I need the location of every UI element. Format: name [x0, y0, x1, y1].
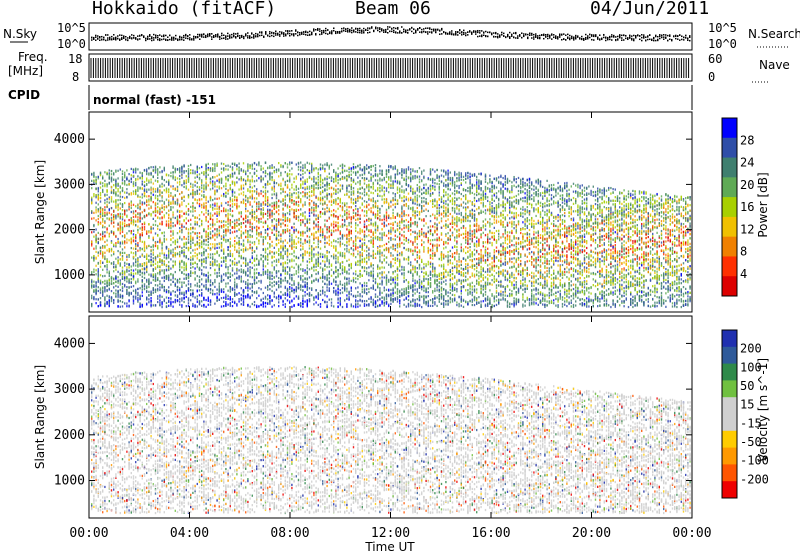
- freq-bars: [90, 58, 690, 78]
- x-axis-label: Time UT: [364, 540, 415, 554]
- colorbar-segment: [722, 276, 737, 297]
- colorbar-segment: [722, 256, 737, 277]
- colorbar-tick-label: -50: [740, 435, 762, 449]
- nsky-dots: [91, 26, 691, 42]
- power-ylabel: Slant Range [km]: [33, 160, 47, 264]
- colorbar-tick-label: 20: [740, 178, 754, 192]
- colorbar-tick-label: 15: [740, 398, 754, 412]
- y-tick-label: 1000: [54, 474, 85, 489]
- velocity-yticks: 1000 2000 3000 4000: [54, 336, 692, 489]
- colorbar-segment: [722, 330, 737, 348]
- y-tick-label: 2000: [54, 223, 85, 238]
- freq-tick-top: 18: [68, 52, 82, 66]
- cpid-value: normal (fast) -151: [93, 93, 216, 107]
- colorbar-segment: [722, 414, 737, 432]
- colorbar-segment: [722, 236, 737, 257]
- y-tick-label: 2000: [54, 428, 85, 443]
- nsearch-tick-top: 10^5: [708, 21, 737, 35]
- nave-tick-top: 60: [708, 52, 722, 66]
- colorbar-segment: [722, 177, 737, 198]
- nave-tick-bottom: 0: [708, 70, 715, 84]
- colorbar-tick-label: 12: [740, 222, 754, 236]
- power-colorbar: 28 24 20 16 12 8 4: [721, 117, 754, 297]
- colorbar-segment: [722, 216, 737, 238]
- freq-panel: [88, 53, 693, 82]
- colorbar-tick-label: 28: [740, 133, 754, 147]
- y-tick-label: 4000: [54, 132, 85, 147]
- power-yticks: 1000 2000 3000 4000: [54, 132, 692, 283]
- freq-tick-bottom: 8: [72, 70, 79, 84]
- nsky-tick-bottom: 10^0: [57, 37, 86, 51]
- colorbar-tick-label: 200: [740, 342, 762, 356]
- x-tick-label: 20:00: [572, 526, 611, 541]
- colorbar-tick-label: 16: [740, 200, 754, 214]
- colorbar-segment: [722, 157, 737, 178]
- power-colorbar-label: Power [dB]: [756, 172, 770, 237]
- x-tick-label: 00:00: [672, 526, 711, 541]
- colorbar-segment: [722, 464, 737, 482]
- y-tick-label: 4000: [54, 336, 85, 351]
- colorbar-segment: [722, 118, 737, 139]
- date-title: 04/Jun/2011: [590, 0, 709, 19]
- nsky-label: N.Sky: [3, 27, 37, 41]
- y-tick-label: 1000: [54, 268, 85, 283]
- x-axis: 00:00 04:00 08:00 12:00 16:00 20:00 00:00: [69, 112, 712, 541]
- colorbar-segment: [722, 137, 737, 159]
- colorbar-segment: [722, 346, 737, 365]
- x-tick-label: 08:00: [270, 526, 309, 541]
- colorbar-segment: [722, 430, 737, 449]
- colorbar-tick-label: -15: [740, 416, 762, 430]
- x-tick-label: 16:00: [471, 526, 510, 541]
- colorbar-frame: [721, 329, 738, 499]
- colorbar-segment: [722, 380, 737, 398]
- colorbar-tick-label: -100: [740, 454, 769, 468]
- nsearch-tick-bottom: 10^0: [708, 37, 737, 51]
- velocity-colorbar-label: Velocity [m s^-1]: [756, 358, 770, 462]
- nsearch-label: N.Search: [748, 27, 800, 41]
- colorbar-tick-label: 4: [740, 267, 747, 281]
- colorbar-tick-label: 50: [740, 379, 754, 393]
- beam-title: Beam 06: [355, 0, 431, 19]
- x-tick-label: 12:00: [371, 526, 410, 541]
- scatter-layer: [91, 161, 691, 515]
- colorbar-segment: [722, 197, 737, 218]
- colorbar-segment: [722, 397, 737, 415]
- nsky-panel: [88, 22, 693, 51]
- colorbar-tick-label: 24: [740, 156, 754, 170]
- nsky-tick-top: 10^5: [57, 21, 86, 35]
- freq-unit: [MHz]: [8, 64, 43, 78]
- nave-label: Nave: [759, 58, 790, 72]
- velocity-ylabel: Slant Range [km]: [33, 365, 47, 469]
- x-tick-label: 00:00: [69, 526, 108, 541]
- colorbar-tick-label: 8: [740, 245, 747, 259]
- station-title: Hokkaido (fitACF): [92, 0, 276, 19]
- y-tick-label: 3000: [54, 177, 85, 192]
- velocity-colorbar: 200 100 50 15 -15 -50 -100 -200: [721, 329, 769, 499]
- colorbar-segment: [722, 447, 737, 465]
- colorbar-segment: [722, 481, 737, 499]
- cpid-label: CPID: [8, 88, 40, 102]
- colorbar-segment: [722, 363, 737, 381]
- colorbar-tick-label: -200: [740, 472, 769, 486]
- y-tick-label: 3000: [54, 382, 85, 397]
- colorbar-tick-label: 100: [740, 360, 762, 374]
- colorbar-frame: [721, 117, 738, 297]
- x-tick-label: 04:00: [170, 526, 209, 541]
- freq-label: Freq.: [18, 50, 48, 64]
